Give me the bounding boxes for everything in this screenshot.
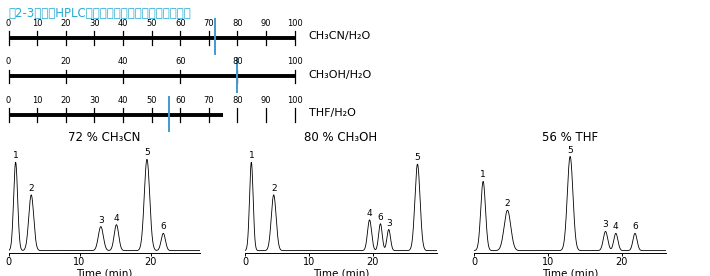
Text: 60: 60 <box>175 96 185 105</box>
Text: 10: 10 <box>32 96 43 105</box>
Text: 6: 6 <box>632 222 638 231</box>
Text: 4: 4 <box>613 222 618 231</box>
Text: 40: 40 <box>118 18 129 28</box>
Text: 4: 4 <box>367 209 372 218</box>
X-axis label: Time (min): Time (min) <box>542 269 599 276</box>
Text: 0: 0 <box>6 18 11 28</box>
Text: CH₃CN/H₂O: CH₃CN/H₂O <box>309 31 371 41</box>
Text: CH₃OH/H₂O: CH₃OH/H₂O <box>309 70 372 79</box>
Text: 2: 2 <box>271 184 276 193</box>
Text: 4: 4 <box>114 214 119 223</box>
Text: 100: 100 <box>287 18 302 28</box>
Text: 60: 60 <box>175 18 185 28</box>
Text: 10: 10 <box>32 18 43 28</box>
Text: 80: 80 <box>232 57 243 66</box>
Text: 20: 20 <box>60 18 71 28</box>
Text: 3: 3 <box>386 219 392 227</box>
Text: 6: 6 <box>160 222 166 231</box>
Text: 30: 30 <box>89 18 99 28</box>
Text: 20: 20 <box>60 96 71 105</box>
Text: 40: 40 <box>118 57 129 66</box>
Text: 1: 1 <box>13 151 18 160</box>
Text: 0: 0 <box>6 57 11 66</box>
Text: 20: 20 <box>60 57 71 66</box>
Text: 5: 5 <box>144 148 150 157</box>
Text: 2: 2 <box>28 184 34 193</box>
Text: 5: 5 <box>415 153 420 162</box>
Text: 60: 60 <box>175 57 185 66</box>
Text: 6: 6 <box>378 213 383 222</box>
Text: 80: 80 <box>232 96 243 105</box>
Text: 3: 3 <box>98 216 104 225</box>
Text: 30: 30 <box>89 96 99 105</box>
Title: 80 % CH₃OH: 80 % CH₃OH <box>305 131 377 144</box>
Text: 50: 50 <box>146 96 157 105</box>
Text: 3: 3 <box>603 221 608 229</box>
Title: 56 % THF: 56 % THF <box>542 131 599 144</box>
Text: 0: 0 <box>6 96 11 105</box>
Text: 70: 70 <box>204 96 214 105</box>
Text: 5: 5 <box>567 145 573 155</box>
Text: 100: 100 <box>287 57 302 66</box>
Text: 90: 90 <box>261 18 271 28</box>
Title: 72 % CH₃CN: 72 % CH₃CN <box>68 131 141 144</box>
Text: 図2-3　逆相HPLCにおける有機溶媒の溶出力の違い: 図2-3 逆相HPLCにおける有機溶媒の溶出力の違い <box>9 7 191 20</box>
Text: 100: 100 <box>287 96 302 105</box>
Text: 2: 2 <box>505 199 510 208</box>
Text: 1: 1 <box>248 151 254 160</box>
Text: 70: 70 <box>204 18 214 28</box>
Text: 90: 90 <box>261 96 271 105</box>
Text: THF/H₂O: THF/H₂O <box>309 108 356 118</box>
X-axis label: Time (min): Time (min) <box>76 269 133 276</box>
X-axis label: Time (min): Time (min) <box>312 269 369 276</box>
Text: 40: 40 <box>118 96 129 105</box>
Text: 1: 1 <box>480 171 486 179</box>
Text: 50: 50 <box>146 18 157 28</box>
Text: 80: 80 <box>232 18 243 28</box>
